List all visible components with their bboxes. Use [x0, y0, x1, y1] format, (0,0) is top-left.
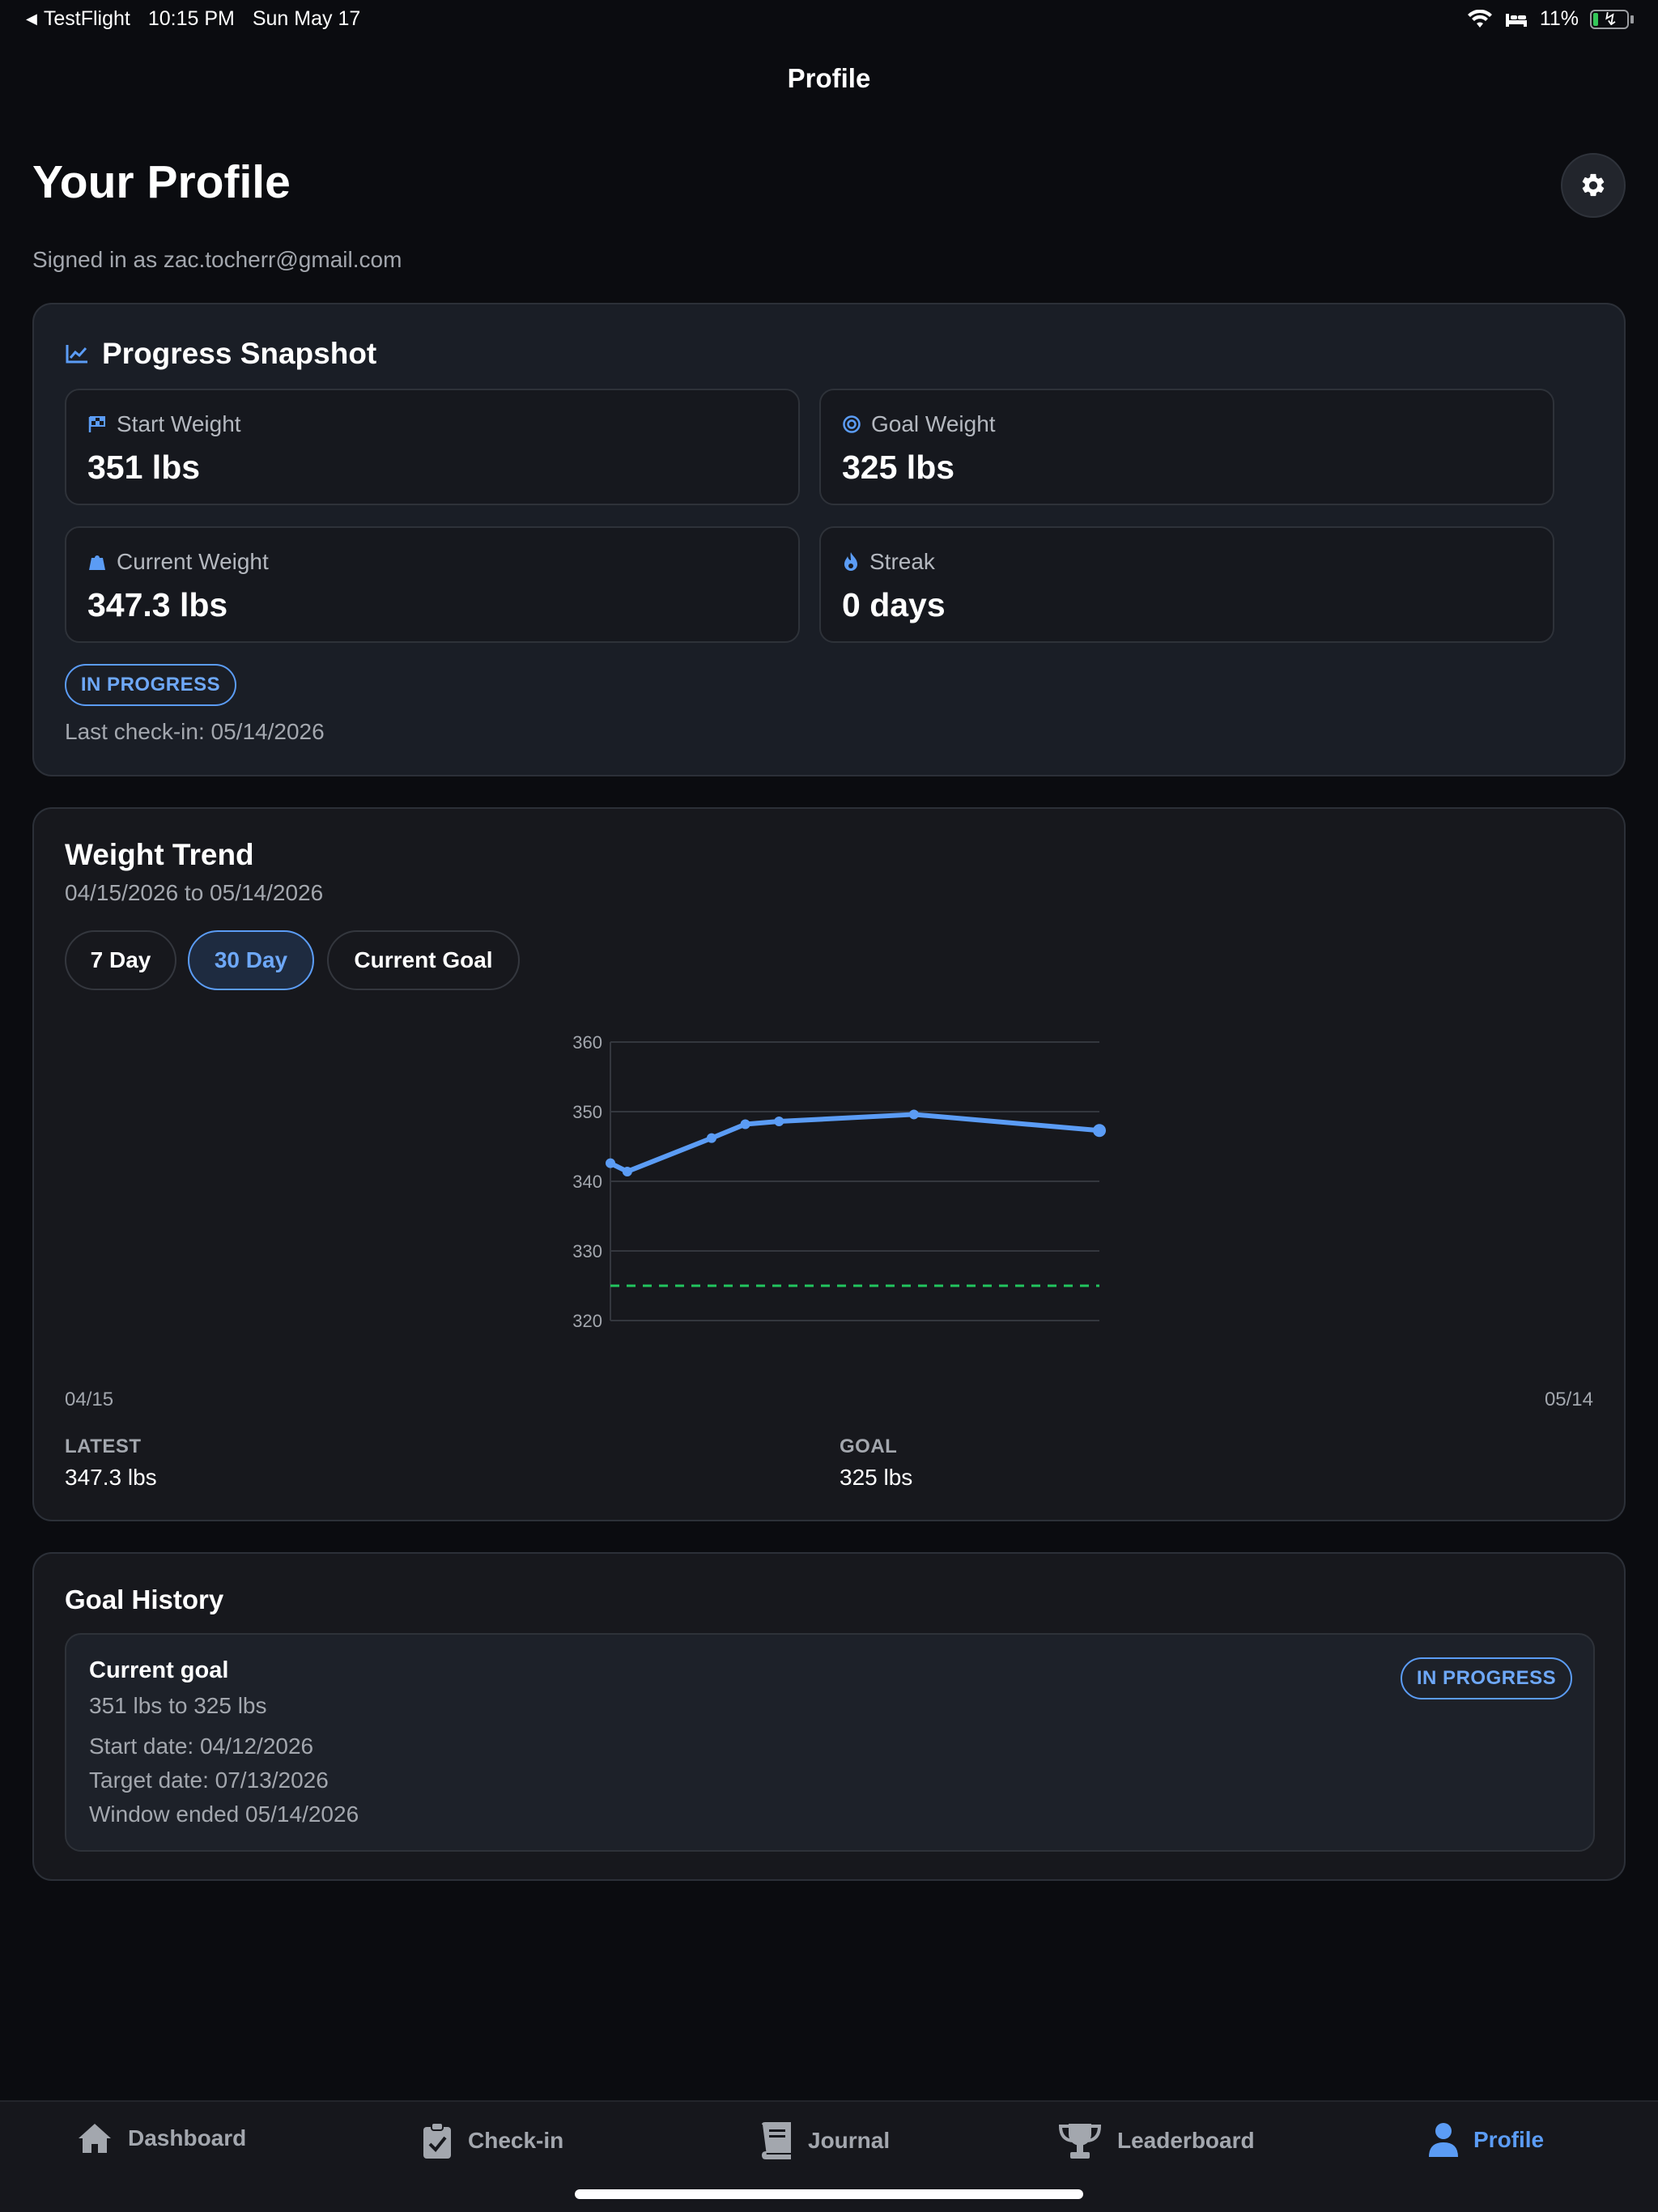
segment-current-goal[interactable]: Current Goal	[327, 930, 520, 990]
tab-leaderboard[interactable]: Leaderboard	[1057, 2121, 1255, 2160]
back-to-app-button[interactable]: ◀ TestFlight	[26, 7, 130, 31]
snapshot-header: Progress Snapshot	[65, 337, 376, 371]
tab-leaderboard-label: Leaderboard	[1117, 2128, 1255, 2153]
flame-icon	[844, 552, 857, 571]
x-axis-end-label: 05/14	[1544, 1389, 1593, 1410]
weight-trend-chart: 360 350 340 330 320	[572, 1032, 1106, 1331]
data-point-05-14	[1093, 1124, 1106, 1138]
house-icon	[79, 2124, 111, 2153]
start-weight-label: Start Weight	[117, 411, 241, 436]
tab-profile-label: Profile	[1473, 2127, 1545, 2152]
target-icon	[843, 415, 861, 433]
data-point-04-21	[706, 1133, 716, 1143]
tab-profile[interactable]: Profile	[1428, 2121, 1544, 2159]
goal-label: GOAL	[840, 1436, 898, 1457]
goal-weight-label: Goal Weight	[871, 411, 996, 436]
goal-value: 325 lbs	[840, 1465, 913, 1490]
goal-weight-tile: Goal Weight 325 lbs	[819, 389, 1554, 505]
segment-7-day[interactable]: 7 Day	[65, 930, 176, 990]
goal-item-window: Window ended 05/14/2026	[89, 1802, 359, 1827]
y-tick-label: 330	[572, 1241, 602, 1261]
wifi-icon	[1467, 9, 1492, 28]
latest-value: 347.3 lbs	[65, 1465, 157, 1490]
bed-icon	[1505, 13, 1527, 27]
status-time: 10:15 PM	[147, 7, 235, 30]
person-icon	[1429, 2123, 1458, 2157]
data-point-05-03	[908, 1109, 919, 1120]
settings-button[interactable]	[1561, 153, 1626, 218]
latest-label: LATEST	[65, 1436, 142, 1457]
trend-date-range: 04/15/2026 to 05/14/2026	[65, 880, 324, 905]
data-point-04-25	[774, 1117, 784, 1127]
weight-series-line	[608, 1112, 1102, 1174]
y-tick-label: 350	[572, 1102, 602, 1122]
goal-history-title: Goal History	[65, 1585, 224, 1614]
flag-checkered-icon	[88, 416, 105, 432]
status-bar: ◀ TestFlight 10:15 PM Sun May 17 11% ↯	[0, 0, 1658, 39]
clipboard-check-icon	[423, 2122, 451, 2159]
goal-item-start-date: Start date: 04/12/2026	[89, 1733, 314, 1759]
tab-check-in-label: Check-in	[468, 2128, 564, 2153]
trophy-icon	[1058, 2124, 1102, 2159]
tab-check-in[interactable]: Check-in	[421, 2121, 563, 2160]
snapshot-title: Progress Snapshot	[102, 337, 377, 370]
battery-percent: 11%	[1539, 7, 1579, 30]
streak-value: 0 days	[842, 586, 946, 623]
weight-icon	[89, 555, 105, 570]
book-icon	[761, 2122, 791, 2159]
streak-label: Streak	[869, 549, 935, 574]
back-arrow-icon: ◀	[26, 11, 37, 27]
y-tick-label: 320	[572, 1311, 602, 1331]
goal-history-card: Goal History Current goal 351 lbs to 325…	[32, 1552, 1626, 1881]
progress-snapshot-card: Progress Snapshot Start Weight 351 lbs G…	[32, 303, 1626, 776]
trend-title: Weight Trend	[65, 838, 254, 871]
start-weight-tile: Start Weight 351 lbs	[65, 389, 800, 505]
tab-journal[interactable]: Journal	[758, 2121, 890, 2160]
current-weight-value: 347.3 lbs	[87, 586, 228, 623]
chart-line-icon	[66, 345, 87, 364]
back-app-label: TestFlight	[43, 7, 130, 30]
nav-title: Profile	[787, 63, 871, 93]
battery-tip	[1630, 15, 1634, 23]
y-tick-label: 340	[572, 1172, 602, 1192]
start-weight-value: 351 lbs	[87, 449, 201, 486]
x-axis-start-label: 04/15	[65, 1389, 114, 1410]
y-tick-label: 360	[572, 1032, 602, 1053]
page-title: Your Profile	[32, 156, 291, 208]
segment-30-day[interactable]: 30 Day	[188, 930, 314, 990]
goal-weight-value: 325 lbs	[842, 449, 955, 486]
data-point-04-16	[622, 1166, 632, 1176]
weight-trend-card: Weight Trend 04/15/2026 to 05/14/2026 7 …	[32, 807, 1626, 1521]
battery-icon: ↯	[1590, 9, 1629, 29]
data-point-04-23	[740, 1119, 750, 1129]
gear-icon	[1582, 173, 1605, 197]
home-indicator	[575, 2189, 1083, 2199]
current-goal-item: Current goal 351 lbs to 325 lbs Start da…	[65, 1633, 1595, 1852]
status-date: Sun May 17	[252, 7, 361, 30]
goal-item-range: 351 lbs to 325 lbs	[89, 1693, 267, 1718]
status-badge: IN PROGRESS	[65, 664, 236, 706]
goal-item-title: Current goal	[89, 1657, 229, 1683]
last-checkin-text: Last check-in: 05/14/2026	[65, 719, 325, 744]
signed-in-text: Signed in as zac.tocherr@gmail.com	[32, 247, 402, 272]
streak-tile: Streak 0 days	[819, 526, 1554, 643]
goal-item-target-date: Target date: 07/13/2026	[89, 1767, 329, 1793]
tab-dashboard-label: Dashboard	[128, 2125, 247, 2150]
tab-dashboard[interactable]: Dashboard	[76, 2121, 246, 2155]
current-weight-tile: Current Weight 347.3 lbs	[65, 526, 800, 643]
goal-status-badge: IN PROGRESS	[1401, 1657, 1572, 1699]
data-point-04-15	[606, 1158, 615, 1168]
tab-journal-label: Journal	[808, 2128, 891, 2153]
current-weight-label: Current Weight	[117, 549, 269, 574]
